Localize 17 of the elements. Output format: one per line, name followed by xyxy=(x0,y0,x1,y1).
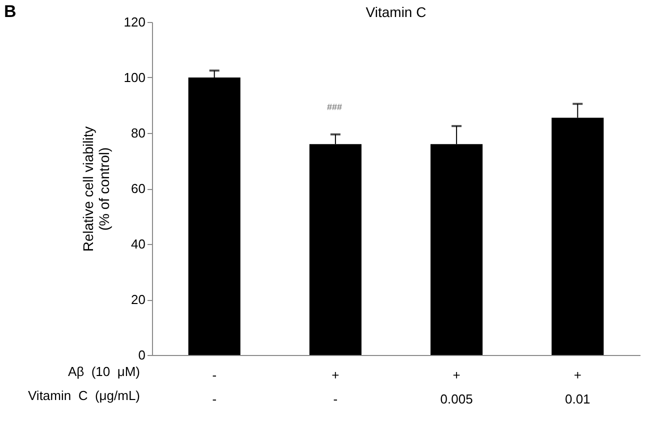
x-tick-label: + 0.005 xyxy=(440,368,473,406)
text: B xyxy=(4,2,16,22)
y-tick-label: 60 xyxy=(131,181,146,196)
y-tick-label: 40 xyxy=(131,236,146,252)
y-tick-label: 0 xyxy=(138,348,146,362)
y-axis-title: Relative cell viability (% of control) xyxy=(80,126,112,252)
y-tick-label: 120 xyxy=(124,14,146,30)
text: Aβ (10 μM) xyxy=(68,364,140,379)
annotation: ### xyxy=(327,102,342,112)
y-tick-label: 100 xyxy=(124,70,146,85)
text: Vitamin C (μg/mL) xyxy=(28,388,140,403)
y-tick-label: 80 xyxy=(131,126,146,140)
chart-title: Vitamin C xyxy=(366,4,426,20)
x-tick-label: + 0.01 xyxy=(564,368,590,406)
y-tick-label: 20 xyxy=(131,292,146,307)
x-tick-label: - - xyxy=(212,368,217,406)
x-tick-label: + - xyxy=(332,368,340,406)
